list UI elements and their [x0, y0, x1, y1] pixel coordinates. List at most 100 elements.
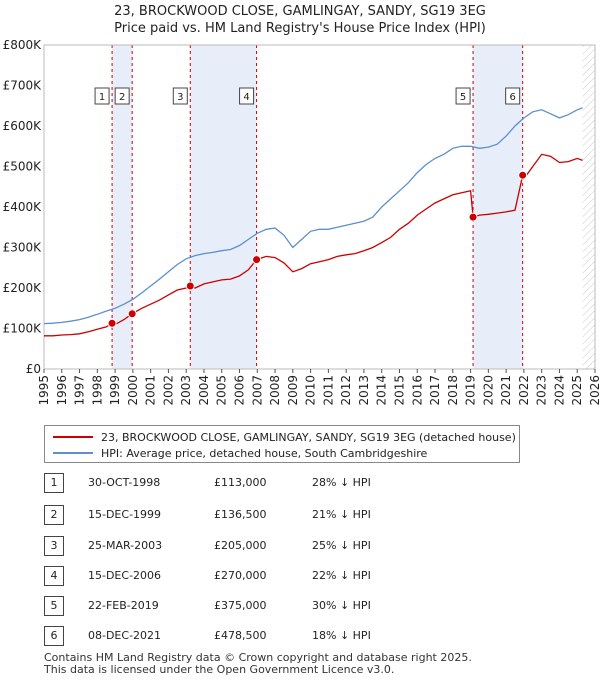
- transaction-hpi: 18% ↓ HPI: [312, 629, 371, 642]
- transaction-number: 6: [44, 626, 64, 646]
- price-chart: 1 2 3 4 5 6 £0 £100K £200K £300K £400K £500K £600K £7…: [3, 38, 600, 406]
- transaction-price: £136,500: [214, 508, 267, 521]
- transaction-hpi: 30% ↓ HPI: [312, 599, 371, 612]
- x-tick-label: 1998: [90, 375, 104, 406]
- transaction-box-6: [505, 87, 521, 105]
- transaction-price: £113,000: [214, 476, 267, 489]
- transaction-date: 08-DEC-2021: [88, 629, 162, 642]
- x-tick-label: 2015: [392, 375, 406, 406]
- chart-title: 23, BROCKWOOD CLOSE, GAMLINGAY, SANDY, S…: [114, 4, 486, 19]
- x-tick-label: 2005: [215, 375, 229, 406]
- sale-marker-4: [252, 255, 262, 265]
- sale-marker-6: [518, 170, 528, 180]
- x-tick-label: 2014: [375, 375, 389, 406]
- y-tick-label: £700K: [3, 79, 43, 93]
- forecast-hatch: [582, 45, 595, 369]
- y-tick-label: £200K: [3, 281, 43, 295]
- x-tick-label: 2011: [321, 375, 335, 406]
- x-tick-label: 2000: [126, 375, 140, 406]
- x-tick-label: 1999: [108, 375, 122, 406]
- transaction-box-label-6: 6: [509, 92, 515, 103]
- transaction-box-label-2: 2: [119, 92, 125, 103]
- y-tick-label: £0: [26, 362, 41, 376]
- transaction-number: 5: [44, 596, 64, 616]
- x-tick-label: 1997: [73, 375, 87, 406]
- y-tick-label: £500K: [3, 160, 43, 174]
- x-tick-label: 2016: [410, 375, 424, 406]
- shaded-period: [112, 45, 133, 369]
- table-row: 6 08-DEC-2021 £478,500 18% ↓ HPI: [0, 626, 600, 648]
- transaction-number: 2: [44, 505, 64, 525]
- legend-item-property: 23, BROCKWOOD CLOSE, GAMLINGAY, SANDY, S…: [53, 429, 516, 445]
- x-tick-label: 2002: [161, 375, 175, 406]
- legend-item-hpi: HPI: Average price, detached house, Sout…: [53, 445, 427, 461]
- x-tick-label: 2008: [268, 375, 282, 406]
- x-tick-label: 2007: [250, 375, 264, 406]
- x-tick-label: 2006: [233, 375, 247, 406]
- transaction-date: 30-OCT-1998: [88, 476, 161, 489]
- y-tick-label: £100K: [3, 322, 43, 336]
- x-tick-label: 2018: [446, 375, 460, 406]
- x-tick-label: 2012: [339, 375, 353, 406]
- sale-marker-1: [107, 318, 117, 328]
- x-tick-label: 2022: [517, 375, 531, 406]
- x-tick-label: 2004: [197, 375, 211, 406]
- x-tick-label: 2025: [570, 375, 584, 406]
- plot-frame: [43, 44, 596, 370]
- transaction-box-label-4: 4: [243, 92, 249, 103]
- table-row: 2 15-DEC-1999 £136,500 21% ↓ HPI: [0, 505, 600, 527]
- transaction-box-3: [172, 87, 188, 105]
- table-row: 5 22-FEB-2019 £375,000 30% ↓ HPI: [0, 596, 600, 618]
- x-tick-label: 2001: [144, 375, 158, 406]
- transaction-price: £270,000: [214, 569, 267, 582]
- transaction-date: 25-MAR-2003: [88, 539, 163, 552]
- x-tick-label: 2023: [535, 375, 549, 406]
- transaction-box-label-3: 3: [177, 92, 183, 103]
- legend-label-property: 23, BROCKWOOD CLOSE, GAMLINGAY, SANDY, S…: [101, 430, 516, 444]
- sale-marker-2: [127, 309, 137, 319]
- y-tick-label: £600K: [3, 119, 43, 133]
- x-tick-label: 2009: [286, 375, 300, 406]
- x-tick-label: 2003: [179, 375, 193, 406]
- table-row: 4 15-DEC-2006 £270,000 22% ↓ HPI: [0, 566, 600, 588]
- x-tick-label: 2010: [304, 375, 318, 406]
- footer-copyright: Contains HM Land Registry data © Crown c…: [44, 651, 472, 664]
- hpi-line: [43, 107, 583, 325]
- chart-subtitle: Price paid vs. HM Land Registry's House …: [114, 21, 486, 36]
- transaction-box-4: [239, 87, 255, 105]
- transaction-price: £478,500: [214, 629, 267, 642]
- x-tick-label: 1995: [37, 375, 51, 406]
- x-tick-label: 2017: [428, 375, 442, 406]
- y-tick-label: £800K: [3, 38, 43, 52]
- sale-marker-5: [468, 212, 478, 222]
- transaction-hpi: 25% ↓ HPI: [312, 539, 371, 552]
- transaction-number: 1: [44, 473, 64, 493]
- x-tick-label: 2019: [464, 375, 478, 406]
- transaction-box-1: [94, 87, 110, 105]
- transaction-date: 22-FEB-2019: [88, 599, 159, 612]
- table-row: 3 25-MAR-2003 £205,000 25% ↓ HPI: [0, 536, 600, 558]
- table-row: 1 30-OCT-1998 £113,000 28% ↓ HPI: [0, 473, 600, 495]
- transaction-price: £375,000: [214, 599, 267, 612]
- transaction-box-5: [455, 87, 471, 105]
- transaction-number: 3: [44, 536, 64, 556]
- x-tick-label: 1996: [55, 375, 69, 406]
- chart-legend: 23, BROCKWOOD CLOSE, GAMLINGAY, SANDY, S…: [44, 425, 520, 463]
- legend-swatch-property: [53, 436, 93, 438]
- transaction-number: 4: [44, 566, 64, 586]
- transaction-hpi: 21% ↓ HPI: [312, 508, 371, 521]
- transaction-box-label-5: 5: [460, 92, 466, 103]
- x-tick-label: 2024: [552, 375, 566, 406]
- x-tick-label: 2021: [499, 375, 513, 406]
- y-tick-label: £300K: [3, 241, 43, 255]
- x-tick-label: 2013: [357, 375, 371, 406]
- y-tick-label: £400K: [3, 200, 43, 214]
- x-tick-label: 2020: [481, 375, 495, 406]
- transaction-date: 15-DEC-2006: [88, 569, 162, 582]
- transaction-price: £205,000: [214, 539, 267, 552]
- transaction-date: 15-DEC-1999: [88, 508, 162, 521]
- x-tick-label: 2026: [588, 375, 600, 406]
- transaction-hpi: 22% ↓ HPI: [312, 569, 371, 582]
- legend-label-hpi: HPI: Average price, detached house, Sout…: [101, 446, 428, 460]
- transaction-box-label-1: 1: [99, 92, 105, 103]
